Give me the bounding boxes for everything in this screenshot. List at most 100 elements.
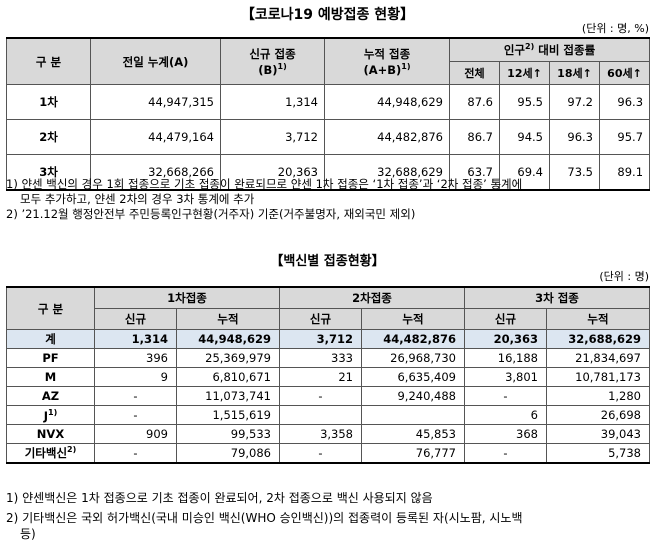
cell: [279, 405, 362, 425]
cell: 87.6: [449, 84, 500, 120]
cell: 99,533: [176, 424, 280, 444]
cell: 44,479,164: [90, 119, 221, 155]
footnote: 모두 추가하고, 얀센 2차의 경우 3차 통계에 추가: [20, 192, 255, 206]
footnote: 2) 기타백신은 국외 허가백신(국내 미승인 백신(WHO 승인백신))의 접…: [6, 511, 523, 525]
row-label: PF: [6, 348, 95, 368]
cell: 96.3: [598, 84, 651, 120]
cell: -: [464, 386, 547, 406]
cell: 45,853: [361, 424, 465, 444]
header-new: 신규: [464, 308, 547, 330]
cell: 96.3: [549, 119, 600, 155]
cell: 1,515,619: [176, 405, 280, 425]
header-cum: 누적 접종 (A+B)1): [324, 37, 450, 85]
cell: 32,688,629: [546, 329, 650, 349]
header-group: 구 분: [6, 37, 91, 85]
cell: 26,698: [546, 405, 650, 425]
cell: 10,781,173: [546, 367, 650, 387]
table-row: 3차 32,668,266 20,363 32,688,629 63.7 69.…: [6, 154, 651, 191]
cell: 3,358: [279, 424, 362, 444]
cell: 21: [279, 367, 362, 387]
cell: 44,482,876: [324, 119, 450, 155]
cell: 86.7: [449, 119, 500, 155]
vaccination-status-table: 구 분 전일 누계(A) 신규 접종 (B)1) 누적 접종 (A+B)1) 인구2…: [6, 37, 651, 191]
header-rate: 인구2) 대비 접종률: [448, 37, 651, 62]
row-label: 기타백신2): [6, 443, 95, 464]
header-sub: 18세↑: [549, 61, 600, 85]
cell: 3,712: [220, 119, 325, 155]
cell: -: [279, 443, 362, 464]
footnote: 2) ’21.12월 행정안전부 주민등록인구현황(거주자) 기준(거주불명자,…: [6, 207, 416, 221]
header-cum: 누적: [361, 308, 465, 330]
table-row: M 9 6,810,671 21 6,635,409 3,801 10,781,173: [6, 367, 650, 387]
total-row: 계 1,314 44,948,629 3,712 44,482,876 20,363 32,…: [6, 329, 650, 349]
cell: -: [94, 386, 177, 406]
table-row: AZ -11,073,741-9,240,488-1,280: [6, 386, 650, 406]
unit-label: (단위 : 명): [599, 270, 649, 283]
cell: 5,738: [546, 443, 650, 464]
cell: 368: [464, 424, 547, 444]
cell: 76,777: [361, 443, 465, 464]
footnotes-1: 1) 얀센 백신의 경우 1회 접종으로 기초 접종이 완료되므로 얀센 1차 …: [6, 177, 522, 222]
footnote: 1) 얀센 백신의 경우 1회 접종으로 기초 접종이 완료되므로 얀센 1차 …: [6, 177, 523, 191]
cell: 32,688,629: [324, 154, 450, 191]
cell: -: [279, 386, 362, 406]
table-row: 1차 44,947,315 1,314 44,948,629 87.6 95.5…: [6, 84, 651, 120]
row-label: 계: [6, 329, 95, 349]
header-cum: 누적: [176, 308, 280, 330]
header-dose3: 3차 접종: [464, 286, 650, 309]
header-dose2: 2차접종: [279, 286, 465, 309]
header-cum: 누적: [546, 308, 650, 330]
header-sub: 전체: [449, 61, 500, 85]
header-group: 구 분: [6, 286, 95, 330]
cell: 97.2: [549, 84, 600, 120]
table-row: NVX 909 99,533 3,358 45,853 368 39,043: [6, 424, 650, 444]
cell: 3,712: [279, 329, 362, 349]
cell: 25,369,979: [176, 348, 280, 368]
cell: 9,240,488: [361, 386, 465, 406]
cell: 95.7: [598, 119, 651, 155]
cell: 44,482,876: [361, 329, 465, 349]
cell: 20,363: [464, 329, 547, 349]
header-new: 신규: [279, 308, 362, 330]
row-label: J1): [6, 405, 95, 425]
row-label: 2차: [6, 119, 91, 155]
header-new: 신규 접종 (B)1): [220, 37, 325, 85]
cell: 1,314: [94, 329, 177, 349]
cell: 32,668,266: [90, 154, 221, 191]
cell: 44,948,629: [324, 84, 450, 120]
cell: 1,314: [220, 84, 325, 120]
cell: 6: [464, 405, 547, 425]
header-sub: 60세↑: [598, 61, 651, 85]
cell: 333: [279, 348, 362, 368]
cell: 21,834,697: [546, 348, 650, 368]
cell: -: [94, 443, 177, 464]
cell: 95.5: [499, 84, 550, 120]
row-label: AZ: [6, 386, 95, 406]
cell: 26,968,730: [361, 348, 465, 368]
cell: 11,073,741: [176, 386, 280, 406]
unit-label: (단위 : 명, %): [581, 22, 649, 35]
cell: 44,947,315: [90, 84, 221, 120]
header-sub: 12세↑: [499, 61, 550, 85]
cell: 79,086: [176, 443, 280, 464]
table-row: PF 396 25,369,979 333 26,968,730 16,188 21,834…: [6, 348, 650, 368]
header-dose1: 1차접종: [94, 286, 280, 309]
cell: 3,801: [464, 367, 547, 387]
section-title: 【백신별 접종현황】: [270, 254, 385, 269]
cell: [361, 405, 465, 425]
cell: 1,280: [546, 386, 650, 406]
cell: 73.5: [549, 154, 600, 191]
cell: 9: [94, 367, 177, 387]
cell: 16,188: [464, 348, 547, 368]
cell: -: [464, 443, 547, 464]
cell: 44,948,629: [176, 329, 280, 349]
cell: -: [94, 405, 177, 425]
cell: 39,043: [546, 424, 650, 444]
table-row: J1) -1,515,619 6 26,698: [6, 405, 650, 425]
page-title: 【코로나19 예방접종 현황】: [240, 7, 415, 23]
cell: 6,810,671: [176, 367, 280, 387]
header-prev: 전일 누계(A): [90, 37, 221, 85]
cell: 94.5: [499, 119, 550, 155]
row-label: 1차: [6, 84, 91, 120]
